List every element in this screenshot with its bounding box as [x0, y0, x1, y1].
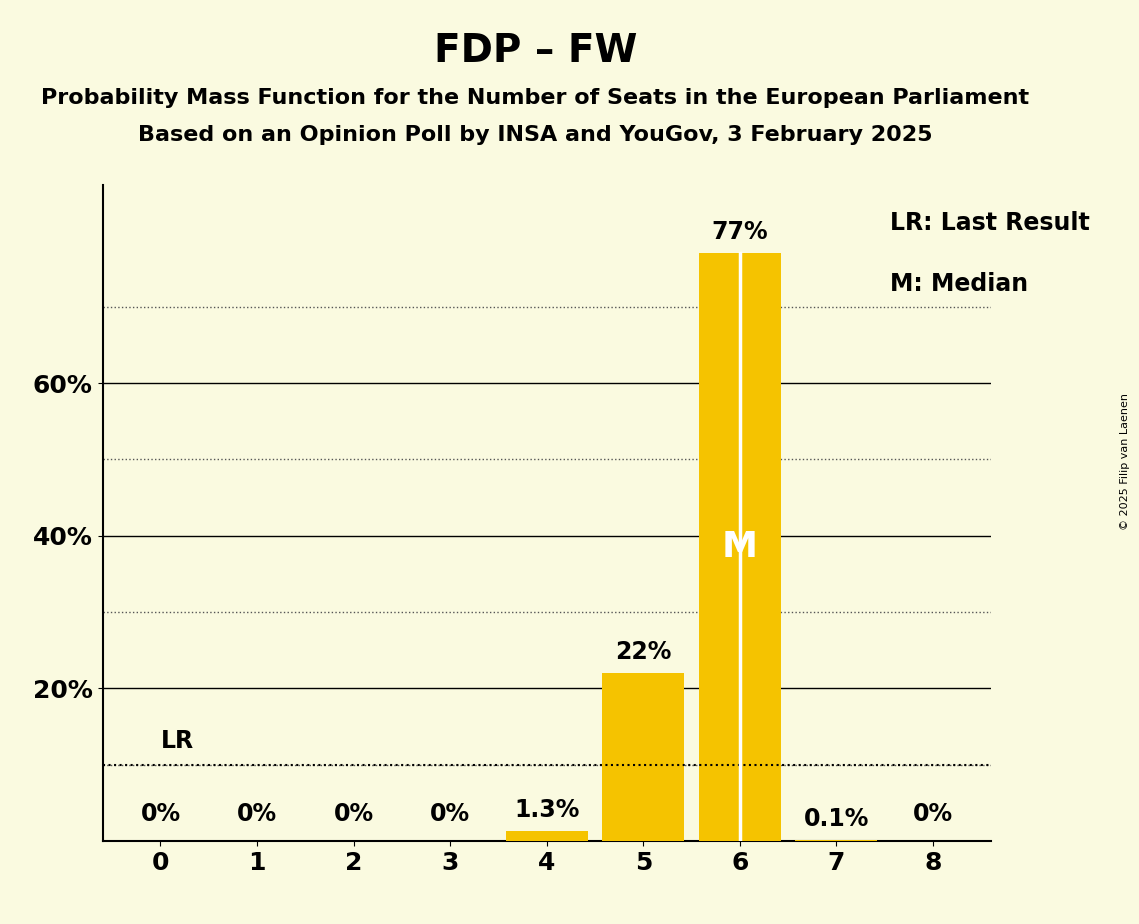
Text: © 2025 Filip van Laenen: © 2025 Filip van Laenen [1120, 394, 1130, 530]
Text: 0%: 0% [334, 802, 374, 825]
Text: Probability Mass Function for the Number of Seats in the European Parliament: Probability Mass Function for the Number… [41, 88, 1030, 108]
Text: 0%: 0% [140, 802, 180, 825]
Text: Based on an Opinion Poll by INSA and YouGov, 3 February 2025: Based on an Opinion Poll by INSA and You… [138, 125, 933, 145]
Text: 77%: 77% [712, 220, 768, 244]
Text: LR: Last Result: LR: Last Result [890, 211, 1089, 235]
Text: M: Median: M: Median [890, 272, 1027, 296]
Bar [506, 831, 588, 841]
Text: 0%: 0% [237, 802, 277, 825]
Text: 22%: 22% [615, 639, 672, 663]
Text: FDP – FW: FDP – FW [434, 32, 637, 70]
Text: 0%: 0% [431, 802, 470, 825]
Text: LR: LR [161, 729, 194, 753]
Text: 0%: 0% [913, 802, 953, 825]
Bar [603, 673, 685, 841]
Text: M: M [722, 530, 757, 565]
Text: 0.1%: 0.1% [804, 807, 869, 831]
Bar [699, 253, 781, 841]
Text: 1.3%: 1.3% [514, 797, 580, 821]
